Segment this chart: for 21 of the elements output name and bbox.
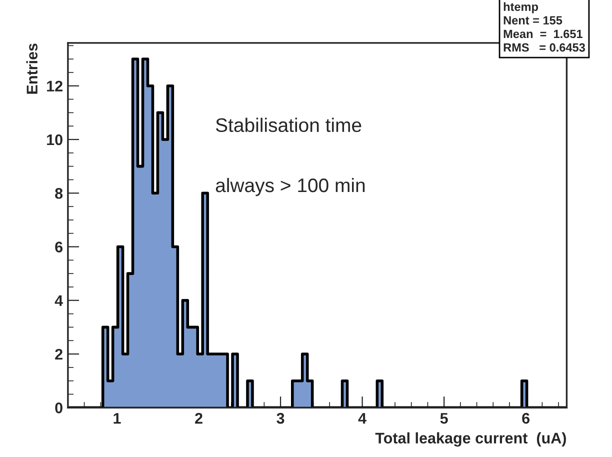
- x-tick-label: 3: [276, 412, 284, 424]
- annotation: always > 100 min: [216, 178, 365, 196]
- y-tick-label: 4: [54, 295, 63, 306]
- x-tick-label: 6: [522, 412, 530, 424]
- y-tick-label: 0: [55, 402, 62, 414]
- y-tick-label: 2: [55, 348, 62, 360]
- y-tick-label: 10: [47, 134, 62, 146]
- annotation: RMS = 0.6453: [504, 43, 585, 52]
- annotation: Stabilisation time: [216, 118, 362, 132]
- y-axis-title: Entries: [26, 44, 38, 94]
- y-tick-label: 12: [47, 80, 62, 92]
- x-tick-label: 5: [440, 413, 448, 424]
- y-tick-label: 8: [55, 188, 63, 199]
- text: Nent = 155: [504, 16, 562, 25]
- text: Mean = 1.651: [504, 30, 582, 38]
- x-axis-title: Total leakage current (uA): [375, 432, 566, 447]
- text: htemp: [504, 2, 538, 14]
- x-tick-label: 4: [358, 413, 366, 424]
- x-tick-label: 2: [195, 412, 202, 424]
- x-tick-label: 1: [114, 413, 121, 424]
- y-tick-label: 6: [55, 242, 63, 252]
